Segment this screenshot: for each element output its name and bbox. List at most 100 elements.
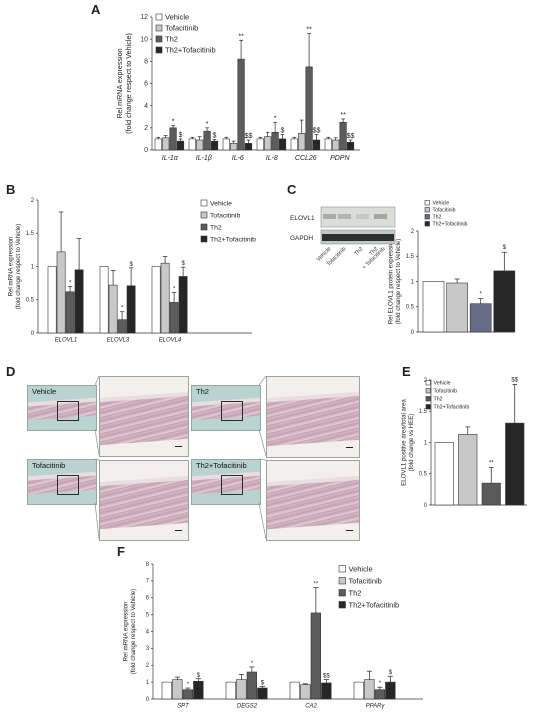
significance-mark-f: $ <box>261 680 265 686</box>
y-tick-label-f: 0 <box>146 697 150 703</box>
zoom-region-box <box>56 475 79 495</box>
zoom-region-box <box>220 475 243 495</box>
bar-b <box>47 266 57 334</box>
x-tick-label-f: PPARγ <box>366 704 386 710</box>
panel-letter-c: C <box>287 182 297 197</box>
y-tick-label-f: 6 <box>146 596 150 602</box>
y-tick-label-c: 0.5 <box>406 305 415 311</box>
legend-label-a: Vehicle <box>165 13 189 22</box>
zoom-connector-line <box>94 428 100 456</box>
significance-mark-a: $ <box>179 132 183 139</box>
legend-swatch-a <box>155 24 163 32</box>
legend-label-c: Vehicle <box>433 201 450 207</box>
legend-swatch-a <box>155 35 163 43</box>
legend-swatch-f <box>338 601 346 609</box>
legend-label-b: Th2+Tofacitinib <box>210 237 256 244</box>
legend-label-f: Th2 <box>349 589 362 598</box>
legend-swatch-e <box>425 404 431 410</box>
significance-mark-a: $$ <box>347 133 355 140</box>
significance-mark-a: $$ <box>313 127 321 134</box>
y-tick-label-f: 3 <box>146 646 150 652</box>
significance-mark-a: * <box>172 119 175 126</box>
legend-swatch-c <box>424 214 430 220</box>
y-axis-label2-f: (fold change respect to Vehicle) <box>130 589 137 675</box>
legend-swatch-c <box>424 207 430 213</box>
zoom-connector-line <box>94 458 100 461</box>
significance-mark-f: ** <box>314 582 319 588</box>
x-tick-label-b: ELOVL1 <box>55 338 77 344</box>
panel-letter-e: E <box>402 364 411 379</box>
y-tick-label-f: 8 <box>146 562 150 568</box>
legend-label-c: Th2+Tofacitinib <box>433 222 468 228</box>
bar-f <box>161 681 172 700</box>
histology-label: Tofacitinib <box>32 461 66 470</box>
y-tick-label-c: 1.5 <box>406 254 415 260</box>
significance-mark-b: $ <box>181 261 185 267</box>
legend-swatch-a <box>155 46 163 54</box>
legend-swatch-f <box>338 577 346 585</box>
y-tick-label-e: 1.5 <box>419 409 428 415</box>
y-tick-label-b: 0 <box>31 331 35 337</box>
legend-swatch-f <box>338 565 346 573</box>
blot-gapdh-band <box>322 234 394 241</box>
significance-mark-f: * <box>379 681 382 687</box>
x-tick-label-a: IL-1α <box>162 155 179 162</box>
legend-label-e: Th2+Tofacitinib <box>434 405 470 411</box>
x-tick-label-a: IL-1β <box>196 155 212 162</box>
x-tick-label-a: IL-6 <box>232 155 244 162</box>
y-tick-label-f: 1 <box>146 680 150 686</box>
zoom-connector-line <box>258 502 267 540</box>
significance-mark-a: * <box>274 115 277 122</box>
scale-bar <box>346 529 353 531</box>
legend-label-f: Vehicle <box>349 565 373 574</box>
significance-mark-f: * <box>187 682 190 688</box>
legend-label-b: Vehicle <box>210 201 232 208</box>
zoom-connector-line <box>94 502 100 540</box>
legend-swatch-b <box>200 223 208 231</box>
blot-label-elovl1: ELOVL1 <box>290 215 315 222</box>
legend-label-c: Tofacitinib <box>433 208 456 214</box>
histology-overview-image: Th2 <box>191 385 261 431</box>
legend-swatch-e <box>425 380 431 386</box>
blot-lane-th2: Th2 <box>353 246 364 257</box>
histology-label: Vehicle <box>32 387 57 396</box>
legend-swatch-a <box>155 13 163 21</box>
y-tick-label-e: 0.5 <box>419 472 428 478</box>
y-tick-label-b: 0.5 <box>26 298 35 304</box>
zoom-region-box <box>56 401 79 421</box>
y-tick-label-a: 0 <box>144 147 148 154</box>
y-tick-label-c: 0 <box>411 330 415 336</box>
legend-label-e: Tofacitinib <box>434 389 458 395</box>
significance-mark-a: $ <box>213 132 217 139</box>
y-tick-label-c: 2 <box>411 229 414 235</box>
y-axis-label2-e: (fold change vs HEE) <box>408 414 415 472</box>
panel-letter-a: A <box>91 2 101 17</box>
x-tick-label-a: IL-8 <box>266 155 278 162</box>
y-tick-label-a: 4 <box>144 103 148 110</box>
scale-bar <box>346 446 353 448</box>
scale-bar <box>175 445 182 447</box>
x-tick-label-b: ELOVL4 <box>159 338 182 344</box>
x-tick-label-a: CCL26 <box>295 155 317 162</box>
bar-f <box>225 681 236 700</box>
y-axis-label2-a: (fold change respect to Vehicle) <box>124 33 133 134</box>
y-axis-label-b: Rel mRNA expression <box>8 237 15 297</box>
blot-elovl1-band-3 <box>356 214 369 219</box>
y-axis-label-e: ELOVL1 positive area/total area <box>401 399 408 486</box>
blot-elovl1-band-4 <box>374 214 387 219</box>
y-axis-label-a: Rel mRNA expression <box>115 48 124 118</box>
zoom-region-box <box>220 401 243 421</box>
y-tick-label-f: 4 <box>146 629 150 635</box>
zoom-connector-line <box>258 458 267 461</box>
legend-label-b: Tofacitinib <box>210 213 240 220</box>
